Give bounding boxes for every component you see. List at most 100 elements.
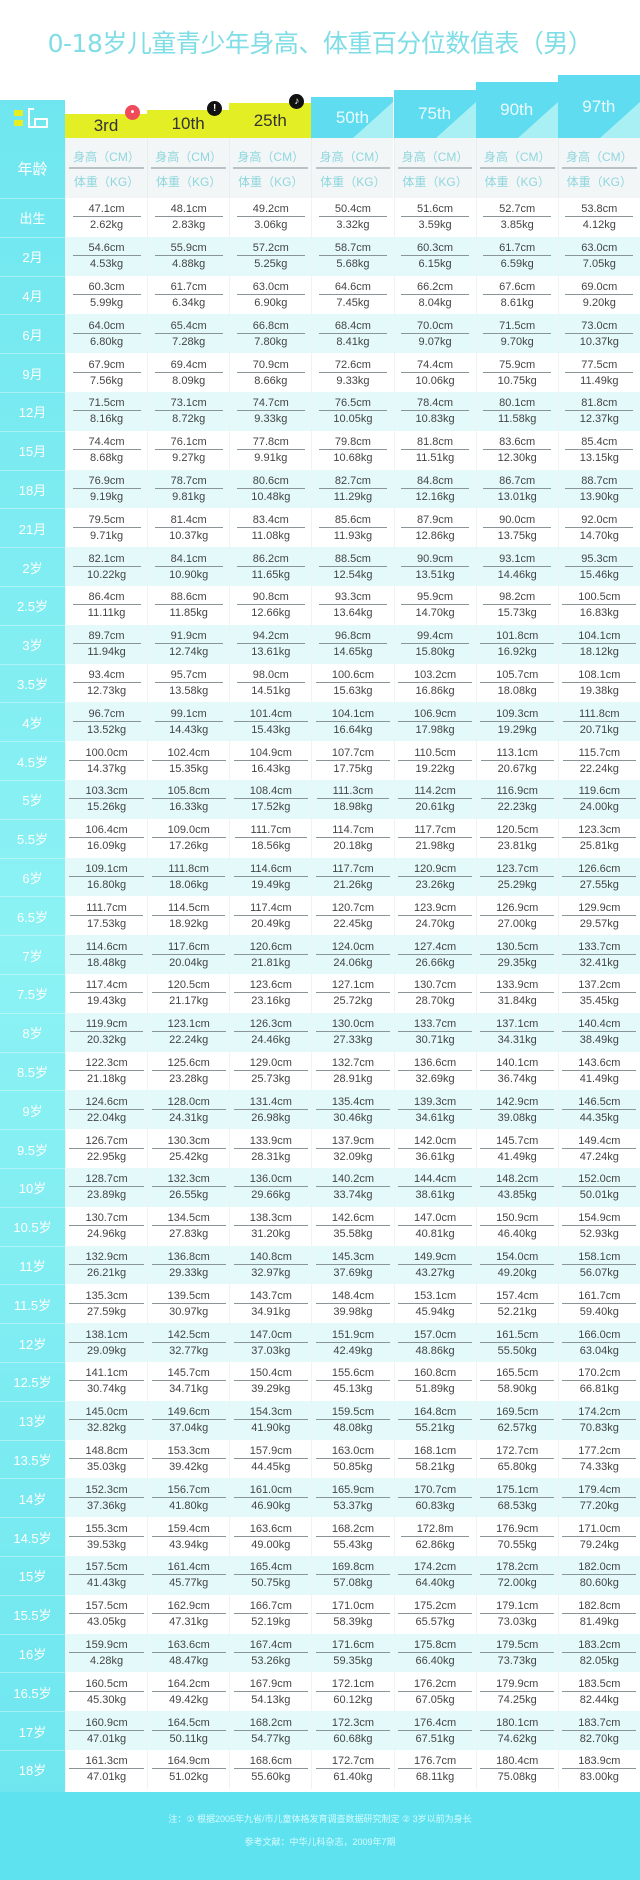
weight-value: 19.49kg	[251, 878, 291, 891]
height-value: 159.5cm	[315, 1406, 391, 1421]
weight-value: 41.49kg	[497, 1150, 537, 1163]
value-cell: 47.1cm 2.62kg	[65, 198, 147, 237]
value-cell: 55.9cm 4.88kg	[147, 236, 229, 276]
height-value: 172.7cm	[480, 1445, 555, 1459]
value-cell: 130.0cm 27.33kg	[311, 1012, 393, 1052]
weight-value: 28.70kg	[415, 995, 455, 1008]
height-value: 100.6cm	[315, 669, 391, 683]
value-cell: 70.0cm 9.07kg	[393, 314, 476, 354]
value-cell: 53.8cm 4.12kg	[557, 198, 640, 237]
weight-value: 12.16kg	[415, 490, 455, 503]
value-cell: 137.2cm 35.45kg	[557, 974, 640, 1013]
value-cell: 123.3cm 25.81kg	[557, 818, 640, 858]
table-row: 86.4cm 11.11kg 88.6cm 11.85kg 90.8cm 12.66kg 9…	[65, 586, 640, 625]
height-value: 111.7cm	[70, 902, 143, 916]
value-cell: 172.8m 62.86kg	[393, 1517, 476, 1556]
weight-value: 35.45kg	[579, 995, 619, 1008]
height-value: 120.6cm	[233, 941, 308, 955]
weight-value: 58.21kg	[415, 1460, 455, 1473]
weight-value: 11.49kg	[580, 374, 619, 387]
weight-value: 19.38kg	[579, 684, 619, 697]
weight-value: 42.49kg	[333, 1344, 373, 1357]
height-value: 117.4cm	[234, 902, 308, 916]
height-value: 179.4cm	[562, 1484, 637, 1498]
height-value: 78.4cm	[401, 397, 470, 412]
table-row: 157.5cm 43.05kg 162.9cm 47.31kg 166.7cm 52.19…	[65, 1594, 640, 1634]
value-cell: 154.3cm 41.90kg	[229, 1400, 311, 1440]
value-cell: 136.8cm 29.33kg	[147, 1245, 229, 1285]
age-label: 14岁	[0, 1478, 65, 1517]
height-value: 160.8cm	[397, 1367, 473, 1382]
value-cell: 86.4cm 11.11kg	[65, 586, 147, 625]
weight-value: 4.28kg	[90, 1654, 124, 1667]
weight-value: 82.70kg	[579, 1732, 619, 1745]
height-value: 84.1cm	[154, 553, 223, 567]
weight-value: 10.68kg	[333, 452, 373, 465]
weight-value: 32.41kg	[579, 956, 619, 969]
value-cell: 123.6cm 23.16kg	[229, 974, 311, 1013]
weight-value: 50.01kg	[579, 1189, 619, 1202]
value-cell: 169.5cm 62.57kg	[475, 1400, 558, 1440]
weight-value: 23.89kg	[86, 1189, 127, 1202]
value-cell: 114.7cm 20.18kg	[311, 818, 393, 858]
weight-value: 64.40kg	[415, 1577, 455, 1590]
height-value: 163.6cm	[233, 1523, 308, 1537]
value-cell: 126.9cm 27.00kg	[475, 896, 558, 936]
height-value: 123.9cm	[397, 902, 473, 916]
weight-value: 52.21kg	[497, 1305, 537, 1318]
height-value: 137.2cm	[562, 979, 637, 994]
height-value: 183.9cm	[562, 1755, 637, 1770]
weight-unit-label: 体重（KG）	[402, 175, 468, 189]
height-value: 161.7cm	[562, 1290, 637, 1304]
height-value: 126.7cm	[69, 1135, 144, 1149]
weight-value: 3.32kg	[336, 219, 370, 232]
value-cell: 176.7cm 68.11kg	[393, 1750, 476, 1789]
height-value: 98.0cm	[236, 669, 305, 683]
weight-value: 66.40kg	[415, 1654, 455, 1667]
height-unit-label: 身高（CM）	[151, 146, 226, 169]
value-cell: 149.4cm 47.24kg	[557, 1129, 640, 1168]
value-cell: 119.6cm 24.00kg	[557, 780, 640, 819]
unit-header: 身高（CM） 体重（KG）	[229, 138, 312, 198]
value-cell: 142.0cm 36.61kg	[393, 1129, 476, 1168]
value-cell: 176.2cm 67.05kg	[393, 1672, 476, 1712]
value-cell: 71.5cm 8.16kg	[65, 392, 147, 431]
weight-value: 9.07kg	[418, 335, 452, 348]
value-cell: 155.3cm 39.53kg	[65, 1517, 147, 1556]
percentile-label: 3rd	[93, 116, 119, 135]
height-value: 77.5cm	[565, 359, 634, 373]
value-cell: 117.7cm 21.98kg	[393, 818, 476, 858]
age-label: 16岁	[0, 1633, 65, 1673]
height-value: 137.9cm	[315, 1135, 391, 1149]
weight-value: 14.70kg	[579, 529, 619, 542]
value-cell: 88.5cm 12.54kg	[311, 547, 393, 586]
value-cell: 159.5cm 48.08kg	[311, 1400, 393, 1440]
value-cell: 78.4cm 10.83kg	[393, 392, 476, 431]
value-cell: 109.3cm 19.29kg	[475, 702, 558, 742]
height-value: 75.9cm	[483, 359, 552, 373]
value-cell: 86.7cm 13.01kg	[475, 469, 558, 509]
table-row: 160.5cm 45.30kg 164.2cm 49.42kg 167.9cm 54.13…	[65, 1672, 640, 1712]
value-cell: 68.4cm 8.41kg	[311, 314, 393, 354]
weight-value: 16.80kg	[86, 878, 127, 891]
weight-value: 38.49kg	[579, 1034, 619, 1047]
value-cell: 172.1cm 60.12kg	[311, 1672, 393, 1712]
height-value: 126.3cm	[233, 1018, 308, 1033]
weight-unit-label: 体重（KG）	[73, 175, 140, 189]
weight-value: 27.33kg	[333, 1034, 373, 1047]
value-cell: 145.0cm 32.82kg	[65, 1400, 147, 1440]
weight-value: 67.05kg	[415, 1693, 455, 1706]
value-cell: 140.8cm 32.97kg	[229, 1245, 311, 1285]
height-value: 138.3cm	[233, 1212, 308, 1227]
weight-value: 12.86kg	[415, 529, 455, 542]
weight-value: 43.94kg	[169, 1538, 209, 1551]
height-value: 172.8m	[400, 1523, 470, 1537]
value-cell: 132.9cm 26.21kg	[65, 1245, 147, 1285]
height-value: 158.1cm	[562, 1251, 637, 1265]
height-value: 122.3cm	[69, 1057, 144, 1071]
weight-value: 6.80kg	[90, 335, 124, 348]
value-cell: 149.9cm 43.27kg	[393, 1245, 476, 1285]
value-cell: 148.4cm 39.98kg	[311, 1284, 393, 1324]
height-value: 109.3cm	[480, 708, 555, 722]
value-cell: 100.5cm 16.83kg	[557, 586, 640, 625]
